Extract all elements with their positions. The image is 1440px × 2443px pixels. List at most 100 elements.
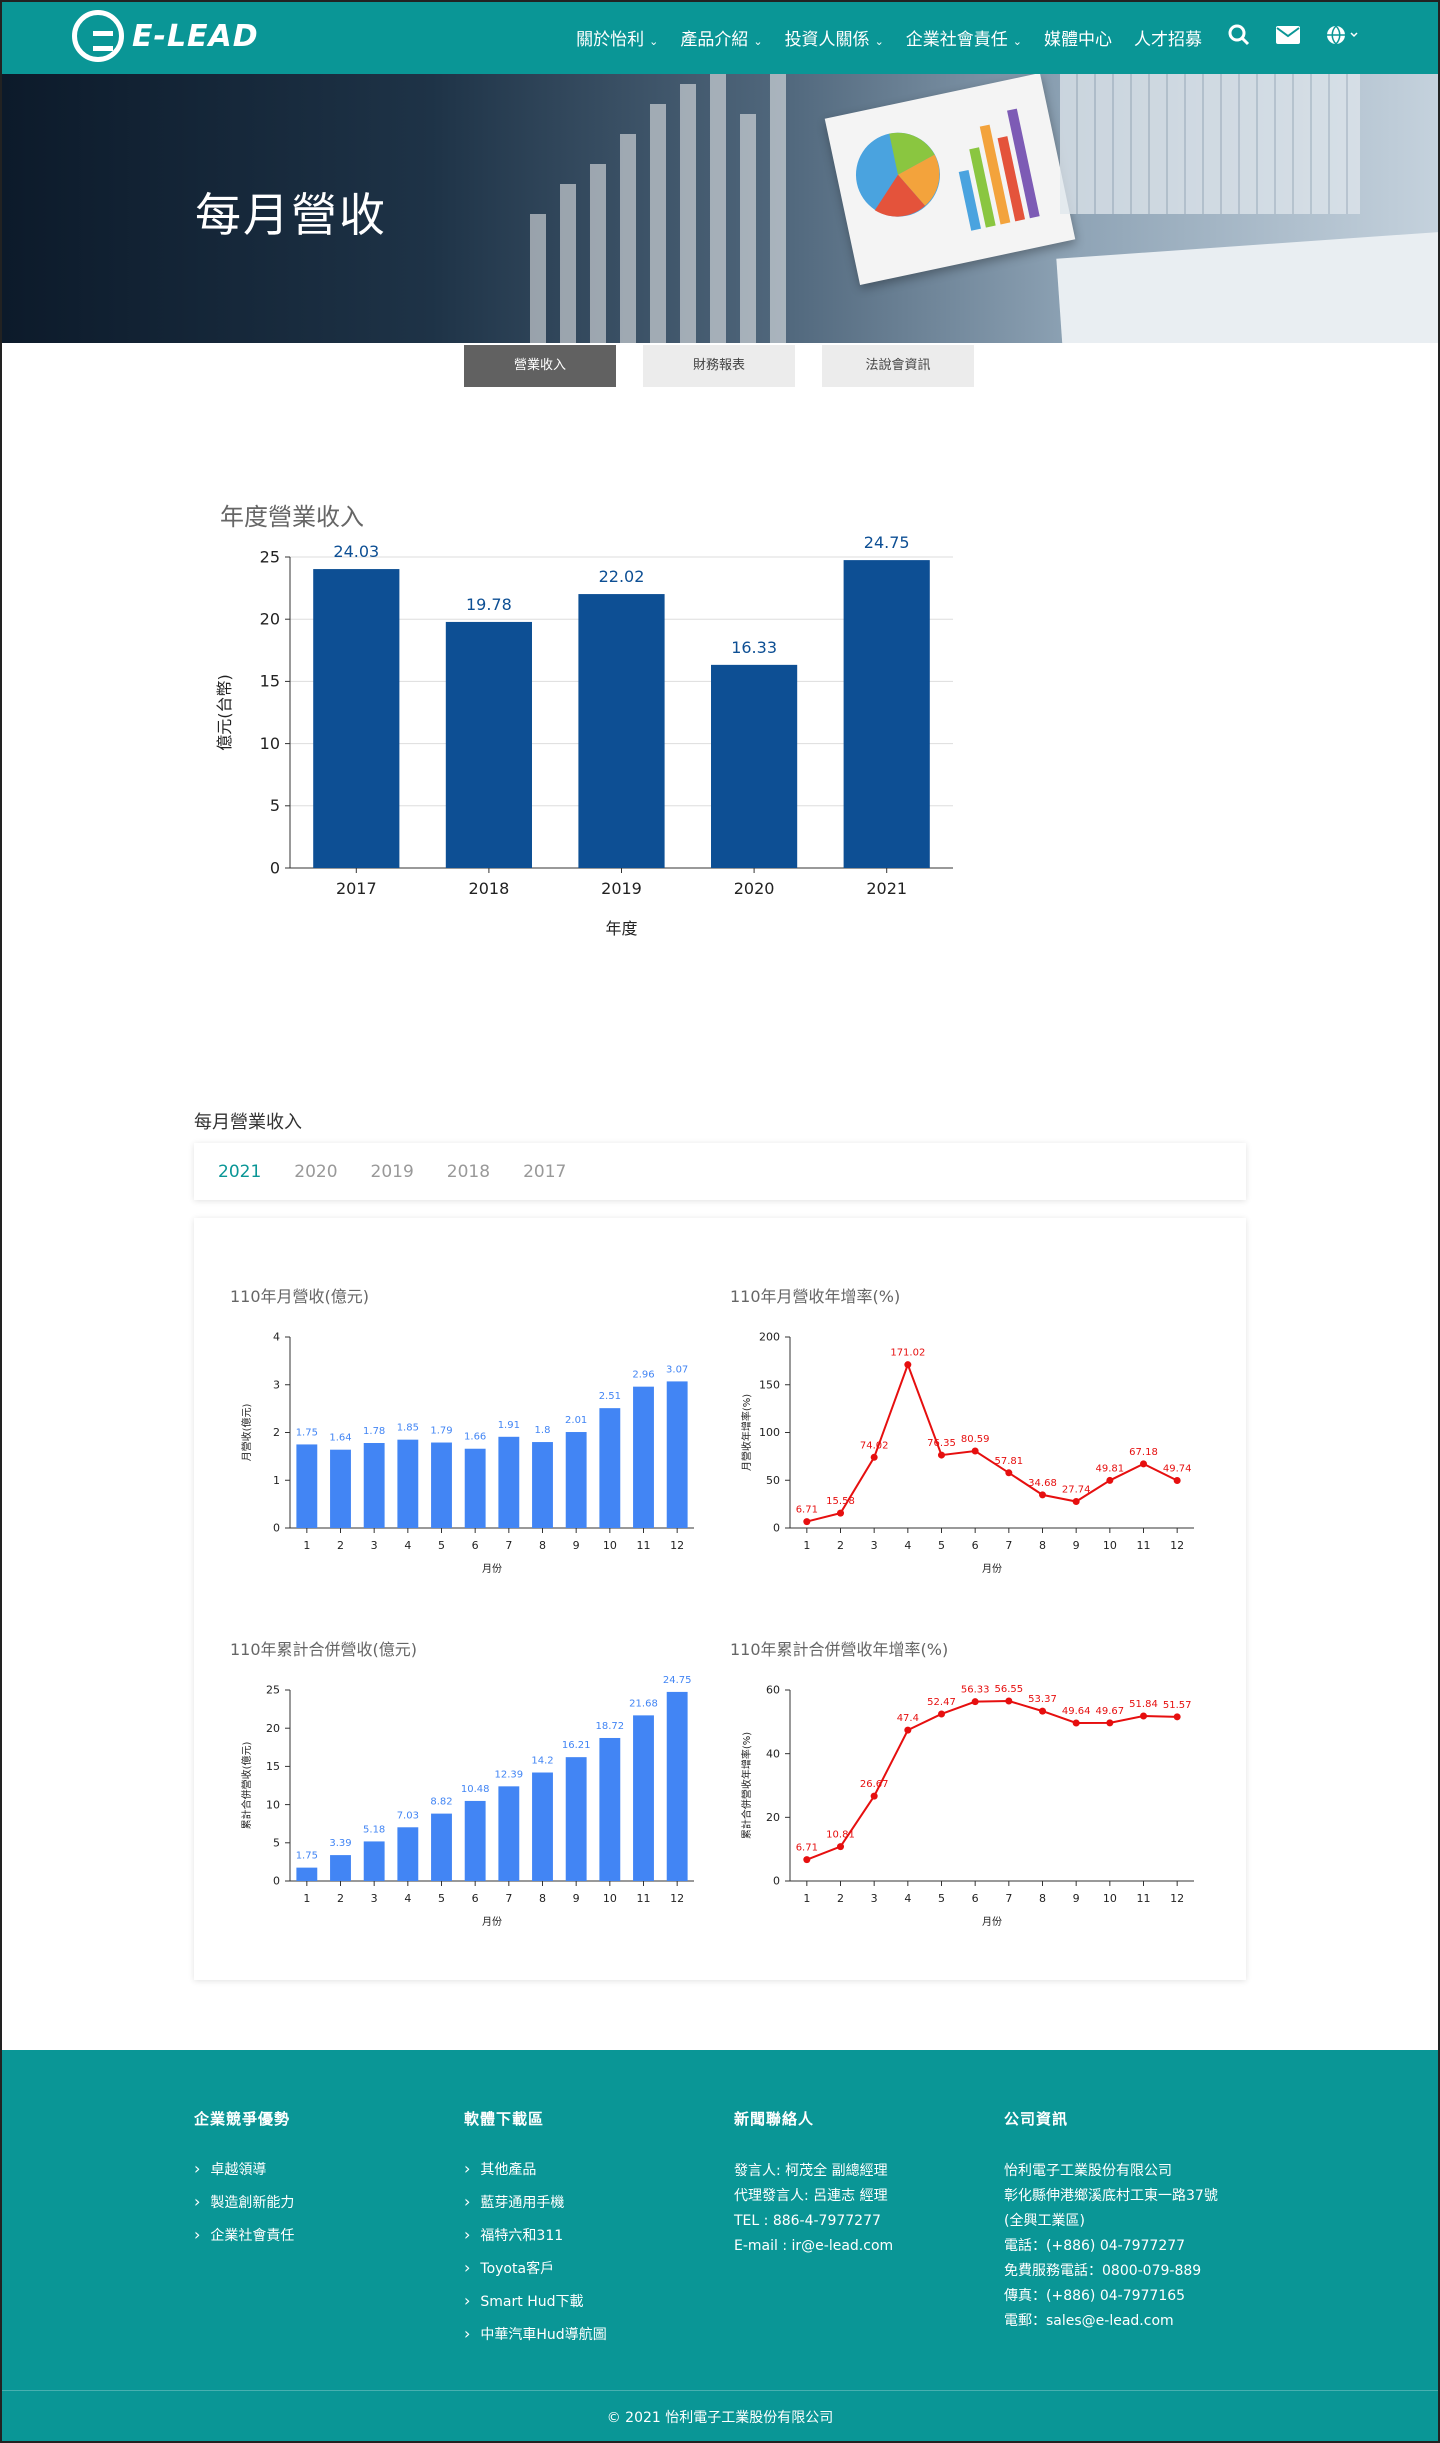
y-axis-label: 億元(台幣) — [215, 674, 234, 751]
data-label: 2.51 — [599, 1391, 621, 1402]
footer-text-line: E-mail : ir@e-lead.com — [734, 2238, 894, 2254]
footer-contact-lines: 發言人: 柯茂全 副總經理 代理發言人: 呂連志 經理 TEL : 886-4-79… — [734, 2159, 893, 2259]
cumulative-growth-chart: 110年累計合併營收年增率(%) 0 20 40 60 1 2 3 4 5 6 7 8 9 10 11 12 6.… — [724, 1626, 1204, 1950]
y-tick-label: 15 — [266, 1760, 280, 1773]
hero-keyboard — [1060, 74, 1360, 214]
x-tick-label: 11 — [1137, 1892, 1151, 1905]
data-point — [1106, 1476, 1114, 1484]
logo[interactable]: E-LEAD — [72, 10, 259, 62]
chart-title: 110年累計合併營收年增率(%) — [730, 1640, 948, 1659]
x-tick-label: 6 — [472, 1892, 479, 1905]
nav-item-label: 人才招募 — [1134, 29, 1202, 50]
tab-0[interactable]: 營業收入 — [464, 345, 616, 387]
nav-item-3[interactable]: 企業社會責任 ⌄ — [906, 25, 1022, 50]
data-point — [904, 1361, 912, 1369]
footer-text-line: 免費服務電話：0800-079-889 — [1004, 2263, 1202, 2279]
year-tab-2019[interactable]: 2019 — [370, 1161, 414, 1182]
bar — [464, 1800, 486, 1881]
footer-link[interactable]: Toyota客戶 — [464, 2258, 607, 2278]
year-tab-2020[interactable]: 2020 — [294, 1161, 338, 1182]
y-tick-label: 20 — [766, 1811, 780, 1824]
tab-1[interactable]: 財務報表 — [643, 345, 795, 387]
nav-item-5[interactable]: 人才招募 — [1134, 25, 1202, 50]
data-point — [837, 1509, 844, 1517]
bar — [599, 1737, 621, 1881]
chart-title: 110年累計合併營收(億元) — [230, 1640, 417, 1659]
x-axis-label: 月份 — [482, 1916, 502, 1928]
data-label: 49.64 — [1062, 1706, 1091, 1717]
footer-link[interactable]: 中華汽車Hud導航圖 — [464, 2324, 606, 2344]
nav-item-0[interactable]: 關於怡利 ⌄ — [576, 25, 658, 50]
footer-link[interactable]: 製造創新能力 — [194, 2192, 294, 2212]
footer-text-line: 傳真：(+886) 04-7977165 — [1004, 2288, 1186, 2304]
tab-2[interactable]: 法說會資訊 — [822, 345, 974, 387]
data-label: 49.67 — [1096, 1706, 1125, 1717]
x-tick-label: 1 — [303, 1539, 310, 1552]
chevron-down-icon: ⌄ — [1012, 34, 1022, 48]
footer-link[interactable]: 其他產品 — [464, 2159, 607, 2179]
data-label: 27.74 — [1062, 1485, 1091, 1496]
data-label: 16.21 — [562, 1740, 591, 1751]
year-tab-2018[interactable]: 2018 — [446, 1161, 491, 1182]
footer-link[interactable]: 福特六和311 — [464, 2225, 607, 2245]
bar — [397, 1439, 419, 1528]
y-tick-label: 25 — [266, 1684, 280, 1697]
series-line — [806, 1699, 1178, 1861]
data-label: 171.02 — [890, 1348, 925, 1359]
footer-text-line: 怡利電子工業股份有限公司 — [1004, 2163, 1172, 2179]
data-label: 34.68 — [1028, 1478, 1057, 1489]
chevron-down-icon: ⌄ — [649, 34, 659, 48]
bar — [843, 560, 930, 868]
footer-links: 其他產品藍芽通用手機福特六和311 Toyota客戶 Smart Hud下載中華汽車… — [464, 2159, 607, 2344]
nav-item-2[interactable]: 投資人關係 ⌄ — [785, 25, 884, 50]
footer-link[interactable]: 企業社會責任 — [194, 2225, 294, 2245]
footer-col-company: 公司資訊 怡利電子工業股份有限公司 彰化縣伸港鄉溪底村工東一路37號 (全興工業區)… — [1004, 2108, 1218, 2334]
data-point — [971, 1447, 979, 1455]
x-tick-label: 2020 — [734, 879, 775, 898]
bar — [633, 1715, 654, 1881]
y-axis-label: 累計合併營收(億元) — [240, 1742, 253, 1830]
globe-icon[interactable] — [1326, 25, 1360, 49]
y-tick-label: 40 — [766, 1747, 780, 1760]
data-label: 16.33 — [731, 638, 777, 657]
annual-revenue-chart: 年度營業收入 0 5 10 15 20 25 2017 2018 2019 2020 2021 24.0… — [200, 495, 970, 955]
data-label: 51.84 — [1129, 1699, 1158, 1710]
mail-icon[interactable] — [1276, 26, 1300, 48]
monthly-charts-panel: 110年月營收(億元) 0 1 2 3 4 1 2 3 4 5 6 7 8 9 10 11 12 1.75 1.64 1… — [194, 1218, 1246, 1980]
x-tick-label: 11 — [1137, 1539, 1151, 1552]
y-tick-label: 10 — [260, 734, 280, 753]
footer-link[interactable]: Smart Hud下載 — [464, 2291, 607, 2311]
footer-link[interactable]: 卓越領導 — [194, 2159, 294, 2179]
data-label: 2.96 — [632, 1370, 654, 1381]
bar — [666, 1381, 688, 1528]
year-tab-2017[interactable]: 2017 — [523, 1161, 567, 1182]
data-point — [971, 1698, 979, 1706]
y-tick-label: 20 — [260, 610, 280, 629]
data-label: 49.81 — [1096, 1463, 1125, 1474]
bar — [599, 1408, 621, 1528]
data-label: 80.59 — [961, 1434, 990, 1445]
year-tab-2021[interactable]: 2021 — [218, 1161, 262, 1182]
bar — [330, 1855, 351, 1881]
bar — [445, 621, 532, 868]
search-icon[interactable] — [1228, 24, 1250, 50]
y-tick-label: 0 — [270, 858, 280, 877]
logo-mark-icon — [72, 10, 124, 62]
footer-link[interactable]: 藍芽通用手機 — [464, 2192, 607, 2212]
data-label: 76.35 — [927, 1438, 956, 1449]
x-tick-label: 9 — [573, 1892, 580, 1905]
chevron-down-icon: ⌄ — [874, 34, 884, 48]
x-tick-label: 8 — [1039, 1539, 1046, 1552]
bar — [431, 1442, 452, 1528]
nav-item-1[interactable]: 產品介紹 ⌄ — [680, 25, 762, 50]
nav-item-label: 企業社會責任 — [905, 29, 1008, 50]
nav-item-4[interactable]: 媒體中心 — [1044, 25, 1112, 50]
data-label: 1.78 — [363, 1426, 385, 1437]
y-tick-label: 0 — [273, 1875, 280, 1888]
main-nav: 關於怡利 ⌄ 產品介紹 ⌄ 投資人關係 ⌄ 企業社會責任 ⌄ 媒體中心 人才招募 — [554, 0, 1360, 74]
hero-decoration — [530, 74, 786, 343]
x-tick-label: 2019 — [601, 879, 642, 898]
